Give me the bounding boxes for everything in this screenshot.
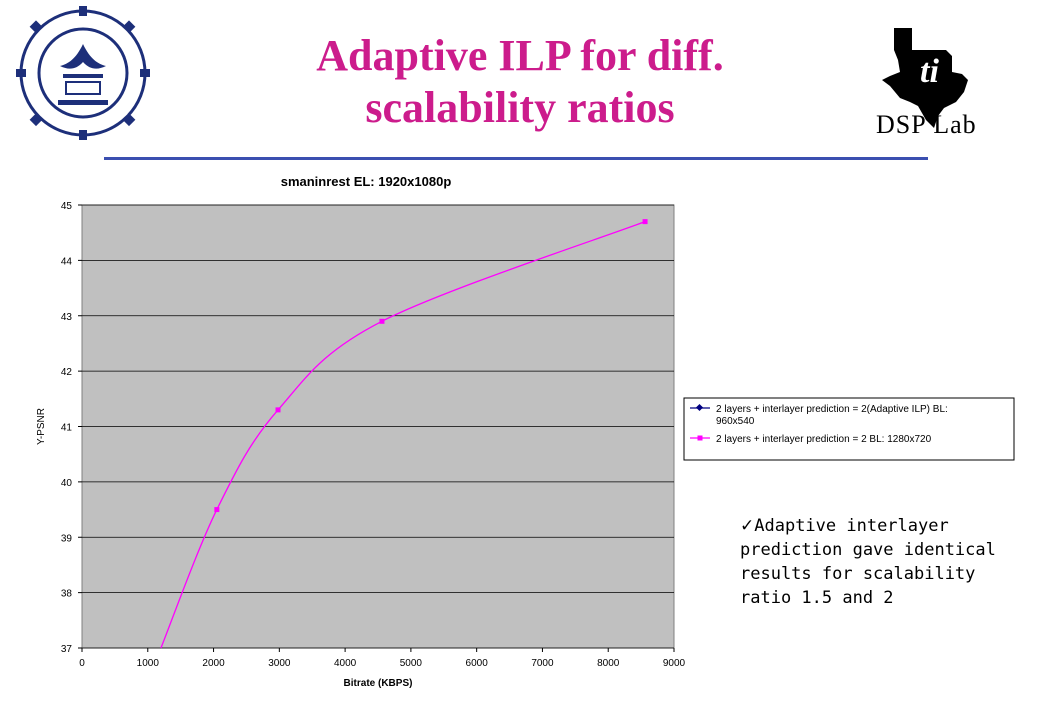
series-1-line — [160, 221, 646, 649]
x-tick-label: 6000 — [466, 658, 489, 669]
x-tick-label: 8000 — [597, 658, 620, 669]
chart-legend: 2 layers + interlayer prediction = 2(Ada… — [683, 397, 1015, 461]
x-tick-label: 1000 — [137, 658, 160, 669]
gridlines — [82, 204, 674, 649]
legend-box — [683, 397, 1015, 461]
x-axis-label: Bitrate (KBPS) — [344, 678, 413, 689]
title-divider — [104, 157, 928, 160]
slide-title-line-1: Adaptive ILP for diff. — [316, 31, 724, 80]
legend-marker-1 — [697, 435, 703, 441]
x-tick-label: 0 — [79, 658, 85, 669]
psnr-bitrate-chart: smaninrest EL: 1920x1080p 37 38 39 40 41 42 43… — [36, 174, 1015, 689]
y-tick-label: 43 — [61, 312, 73, 323]
y-tick-label: 40 — [61, 478, 73, 489]
y-tick-label: 41 — [61, 423, 73, 434]
series-1-point — [642, 219, 648, 225]
y-axis-label: Y-PSNR — [36, 408, 47, 445]
x-tick-label: 2000 — [202, 658, 225, 669]
y-tick-label: 39 — [61, 533, 73, 544]
ti-texas-logo: ti — [882, 28, 968, 128]
checkmark-icon: ✓ — [740, 516, 755, 536]
y-tick-label: 42 — [61, 367, 73, 378]
legend-label-0: 2 layers + interlayer prediction = 2(Ada… — [716, 404, 948, 427]
y-tick-label: 38 — [61, 589, 73, 600]
svg-text:ti: ti — [920, 53, 939, 90]
legend-marker-0 — [695, 403, 704, 412]
series-1-point — [275, 407, 281, 413]
dsp-lab-label: DSP Lab — [876, 110, 977, 139]
x-tick-label: 4000 — [334, 658, 357, 669]
chart-title: smaninrest EL: 1920x1080p — [281, 174, 452, 189]
iit-bombay-seal-logo — [16, 6, 150, 140]
slide-title: Adaptive ILP for diff. scalability ratio… — [200, 30, 840, 134]
series-1-point — [214, 507, 220, 513]
observation-text: Adaptive interlayer prediction gave iden… — [740, 516, 996, 608]
y-tick-label: 44 — [61, 256, 73, 267]
legend-label-1: 2 layers + interlayer prediction = 2 BL:… — [716, 434, 932, 445]
y-axis-ticks: 37 38 39 40 41 42 43 44 45 — [61, 201, 82, 655]
x-tick-label: 9000 — [663, 658, 686, 669]
series-layer — [160, 219, 648, 649]
x-tick-label: 5000 — [400, 658, 423, 669]
x-axis-ticks: 0 1000 2000 3000 4000 5000 6000 7000 8000 9000 — [79, 648, 686, 669]
observation-note: ✓Adaptive interlayer prediction gave ide… — [740, 514, 1020, 610]
x-tick-label: 3000 — [268, 658, 291, 669]
slide-title-line-2: scalability ratios — [365, 83, 675, 132]
y-tick-label: 45 — [61, 201, 73, 212]
x-tick-label: 7000 — [531, 658, 554, 669]
series-1-point — [379, 318, 385, 324]
chart-container: smaninrest EL: 1920x1080p 37 38 39 40 41 42 43… — [20, 170, 1020, 690]
y-tick-label: 37 — [61, 644, 73, 655]
